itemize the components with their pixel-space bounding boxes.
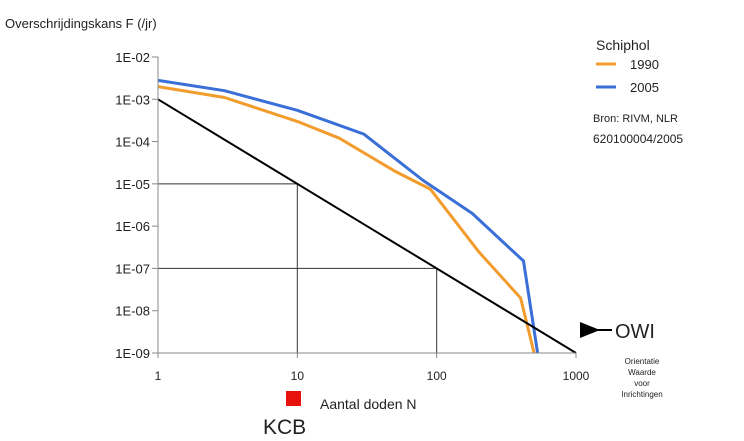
legend: Schiphol 1990 2005 Bron: RIVM, NLR 62010… [593, 37, 683, 146]
legend-label-2005: 2005 [630, 80, 659, 95]
reference-lines [158, 183, 438, 353]
series-line-1990 [157, 85, 536, 354]
series-lines [157, 78, 577, 354]
owi-label: OWI [615, 321, 655, 343]
owi-description-line2: Waarde [628, 368, 656, 377]
x-tick-label: 100 [427, 369, 447, 383]
y-tick-label: 1E-06 [115, 219, 150, 234]
y-tick-label: 1E-05 [115, 177, 150, 192]
source-note: Bron: RIVM, NLR [593, 113, 678, 125]
kcb-label: KCB [263, 416, 306, 439]
y-tick-labels: 1E-09 1E-08 1E-07 1E-06 1E-05 1E-04 1E-03 1E-02 [115, 50, 150, 361]
series-line-2005 [157, 78, 540, 354]
legend-label-1990: 1990 [630, 57, 659, 72]
y-tick-label: 1E-08 [115, 304, 150, 319]
y-tick-label: 1E-07 [115, 261, 150, 276]
report-number: 620100004/2005 [593, 132, 683, 146]
x-tick-label: 1 [155, 369, 162, 383]
y-tick-label: 1E-09 [115, 346, 150, 361]
owi-description: Orientatie Waarde voor Inrichtingen [621, 357, 662, 399]
y-tick-label: 1E-04 [115, 135, 150, 150]
owi-description-line1: Orientatie [625, 357, 660, 366]
x-tick-label: 1000 [563, 369, 590, 383]
kcb-marker [286, 391, 301, 406]
owi-description-line3: voor [634, 379, 650, 388]
x-axis-label: Aantal doden N [320, 396, 417, 412]
legend-title: Schiphol [596, 37, 650, 53]
owi-description-line4: Inrichtingen [621, 390, 662, 399]
series-line-owi [157, 98, 577, 354]
y-axis-label: Overschrijdingskans F (/jr) [5, 16, 157, 31]
axis-ticks [152, 56, 577, 358]
y-tick-label: 1E-02 [115, 50, 150, 65]
y-tick-label: 1E-03 [115, 92, 150, 107]
x-tick-label: 10 [291, 369, 305, 383]
x-tick-labels: 1 10 100 1000 [155, 369, 590, 383]
